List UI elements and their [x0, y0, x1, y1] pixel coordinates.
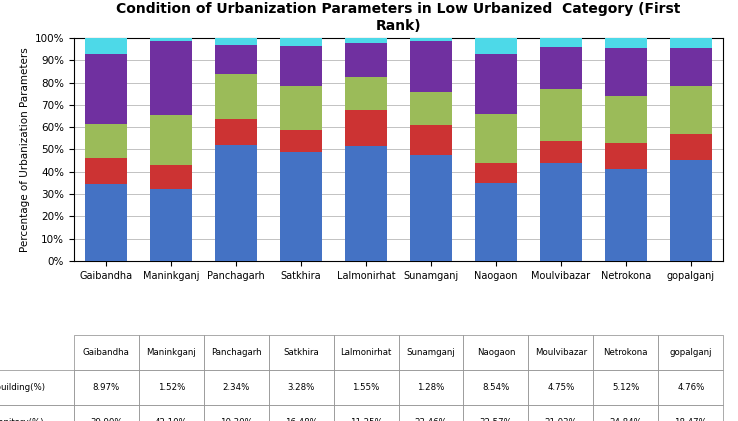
Bar: [345, 146, 387, 261]
Bar: [345, 43, 387, 77]
Bar: [150, 165, 193, 189]
Bar: [85, 123, 128, 158]
Bar: [539, 163, 582, 261]
Bar: [410, 41, 452, 92]
Bar: [345, 38, 387, 43]
Bar: [410, 38, 452, 41]
Bar: [150, 115, 193, 165]
Bar: [85, 38, 128, 53]
Bar: [85, 53, 128, 123]
Bar: [604, 38, 647, 48]
Bar: [539, 141, 582, 163]
Bar: [539, 47, 582, 89]
Bar: [475, 163, 517, 183]
Bar: [410, 125, 452, 155]
Bar: [410, 155, 452, 261]
Bar: [669, 134, 712, 160]
Bar: [475, 115, 517, 163]
Bar: [215, 119, 258, 145]
Bar: [669, 160, 712, 261]
Bar: [215, 45, 258, 74]
Bar: [215, 145, 258, 261]
Bar: [345, 110, 387, 146]
Bar: [604, 169, 647, 261]
Bar: [475, 38, 517, 54]
Bar: [475, 54, 517, 115]
Bar: [150, 40, 193, 115]
Bar: [604, 48, 647, 96]
Bar: [85, 158, 128, 184]
Bar: [280, 86, 323, 130]
Title: Condition of Urbanization Parameters in Low Urbanized  Category (First
Rank): Condition of Urbanization Parameters in …: [117, 3, 680, 32]
Bar: [215, 38, 258, 45]
Bar: [280, 130, 323, 152]
Bar: [604, 96, 647, 144]
Bar: [539, 38, 582, 47]
Bar: [669, 38, 712, 48]
Bar: [475, 183, 517, 261]
Bar: [669, 48, 712, 86]
Bar: [85, 184, 128, 261]
Bar: [215, 74, 258, 119]
Bar: [280, 46, 323, 86]
Bar: [280, 38, 323, 46]
Bar: [280, 152, 323, 261]
Bar: [150, 189, 193, 261]
Bar: [539, 89, 582, 141]
Bar: [669, 86, 712, 134]
Bar: [410, 92, 452, 125]
Bar: [150, 38, 193, 40]
Y-axis label: Percentage of Urbanization Parameters: Percentage of Urbanization Parameters: [21, 47, 30, 252]
Bar: [345, 77, 387, 110]
Bar: [604, 144, 647, 169]
